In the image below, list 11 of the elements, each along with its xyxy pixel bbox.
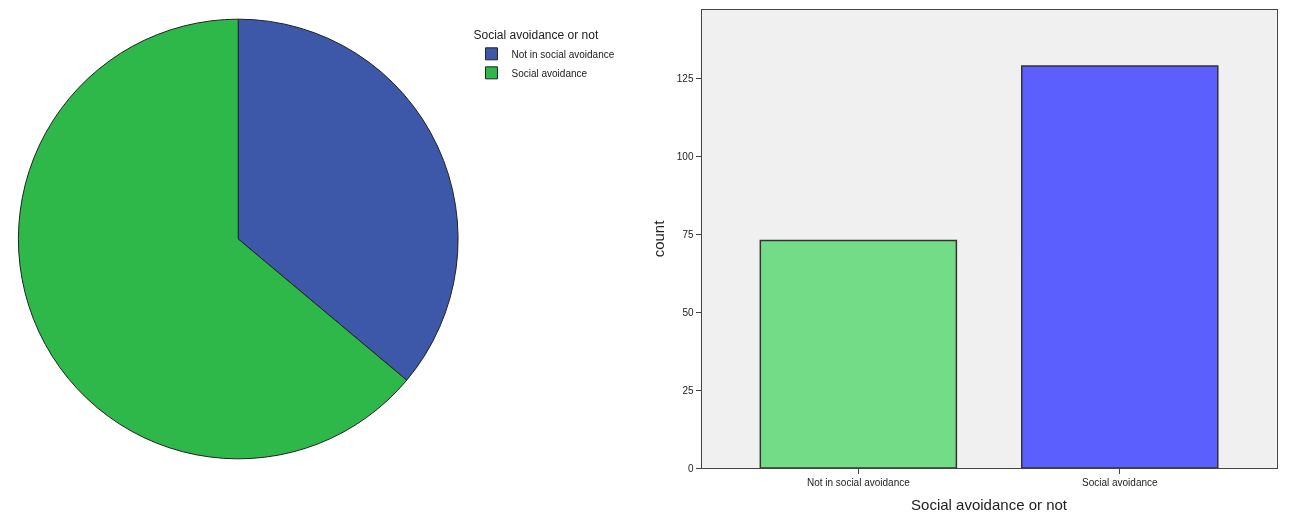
legend-title: Social avoidance or not <box>473 28 599 43</box>
y-tick-label: 25 <box>682 384 694 396</box>
y-tick-label: 75 <box>682 228 694 240</box>
y-axis-title: count <box>650 219 668 258</box>
legend-label: Social avoidance <box>511 67 588 79</box>
y-tick-label: 125 <box>676 73 694 85</box>
y-tick-label: 0 <box>687 462 694 474</box>
legend-label: Not in social avoidance <box>511 48 615 60</box>
y-tick-label: 100 <box>676 150 694 162</box>
y-tick-label: 50 <box>682 306 694 318</box>
x-axis-title: Social avoidance or not <box>911 496 1068 513</box>
